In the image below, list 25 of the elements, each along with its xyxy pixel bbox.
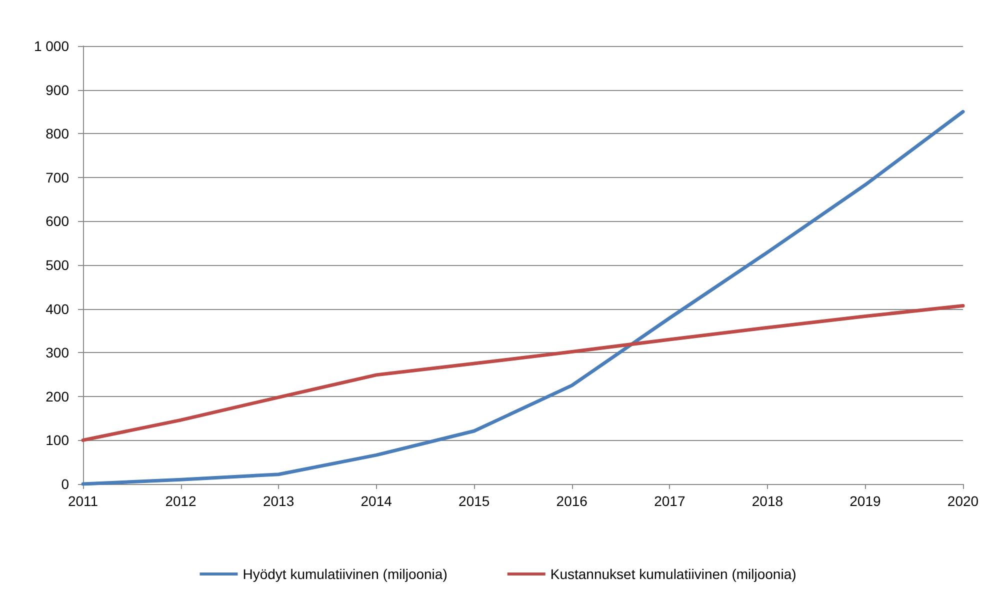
legend-label: Hyödyt kumulatiivinen (miljoonia)	[242, 566, 448, 582]
y-tick-label: 0	[61, 476, 70, 492]
x-tick-label: 2014	[360, 493, 392, 509]
y-tick-label: 500	[46, 257, 70, 273]
y-tick-label: 600	[46, 213, 70, 230]
x-tick-label: 2015	[458, 493, 490, 509]
x-tick-label: 2020	[947, 493, 979, 509]
y-tick-label: 1 000	[34, 38, 70, 54]
legend-label: Kustannukset kumulatiivinen (miljoonia)	[550, 566, 796, 582]
y-tick-label: 100	[46, 432, 70, 448]
line-series	[81, 304, 965, 442]
x-tick-label: 2019	[850, 493, 882, 509]
y-tick-label: 400	[46, 300, 70, 317]
x-tick-label: 2016	[556, 493, 588, 509]
x-tick-label: 2017	[654, 493, 686, 509]
y-tick-label: 300	[46, 344, 70, 361]
x-tick-label: 2013	[262, 493, 294, 509]
y-tick-label: 700	[46, 169, 70, 186]
x-tick-label: 2012	[165, 493, 197, 509]
line-series	[81, 110, 965, 486]
x-tick-label: 2011	[68, 493, 98, 509]
y-tick-label: 200	[46, 388, 70, 404]
y-tick-label: 800	[46, 126, 70, 142]
y-tick-label: 900	[46, 82, 70, 98]
x-tick-label: 2018	[752, 493, 784, 509]
